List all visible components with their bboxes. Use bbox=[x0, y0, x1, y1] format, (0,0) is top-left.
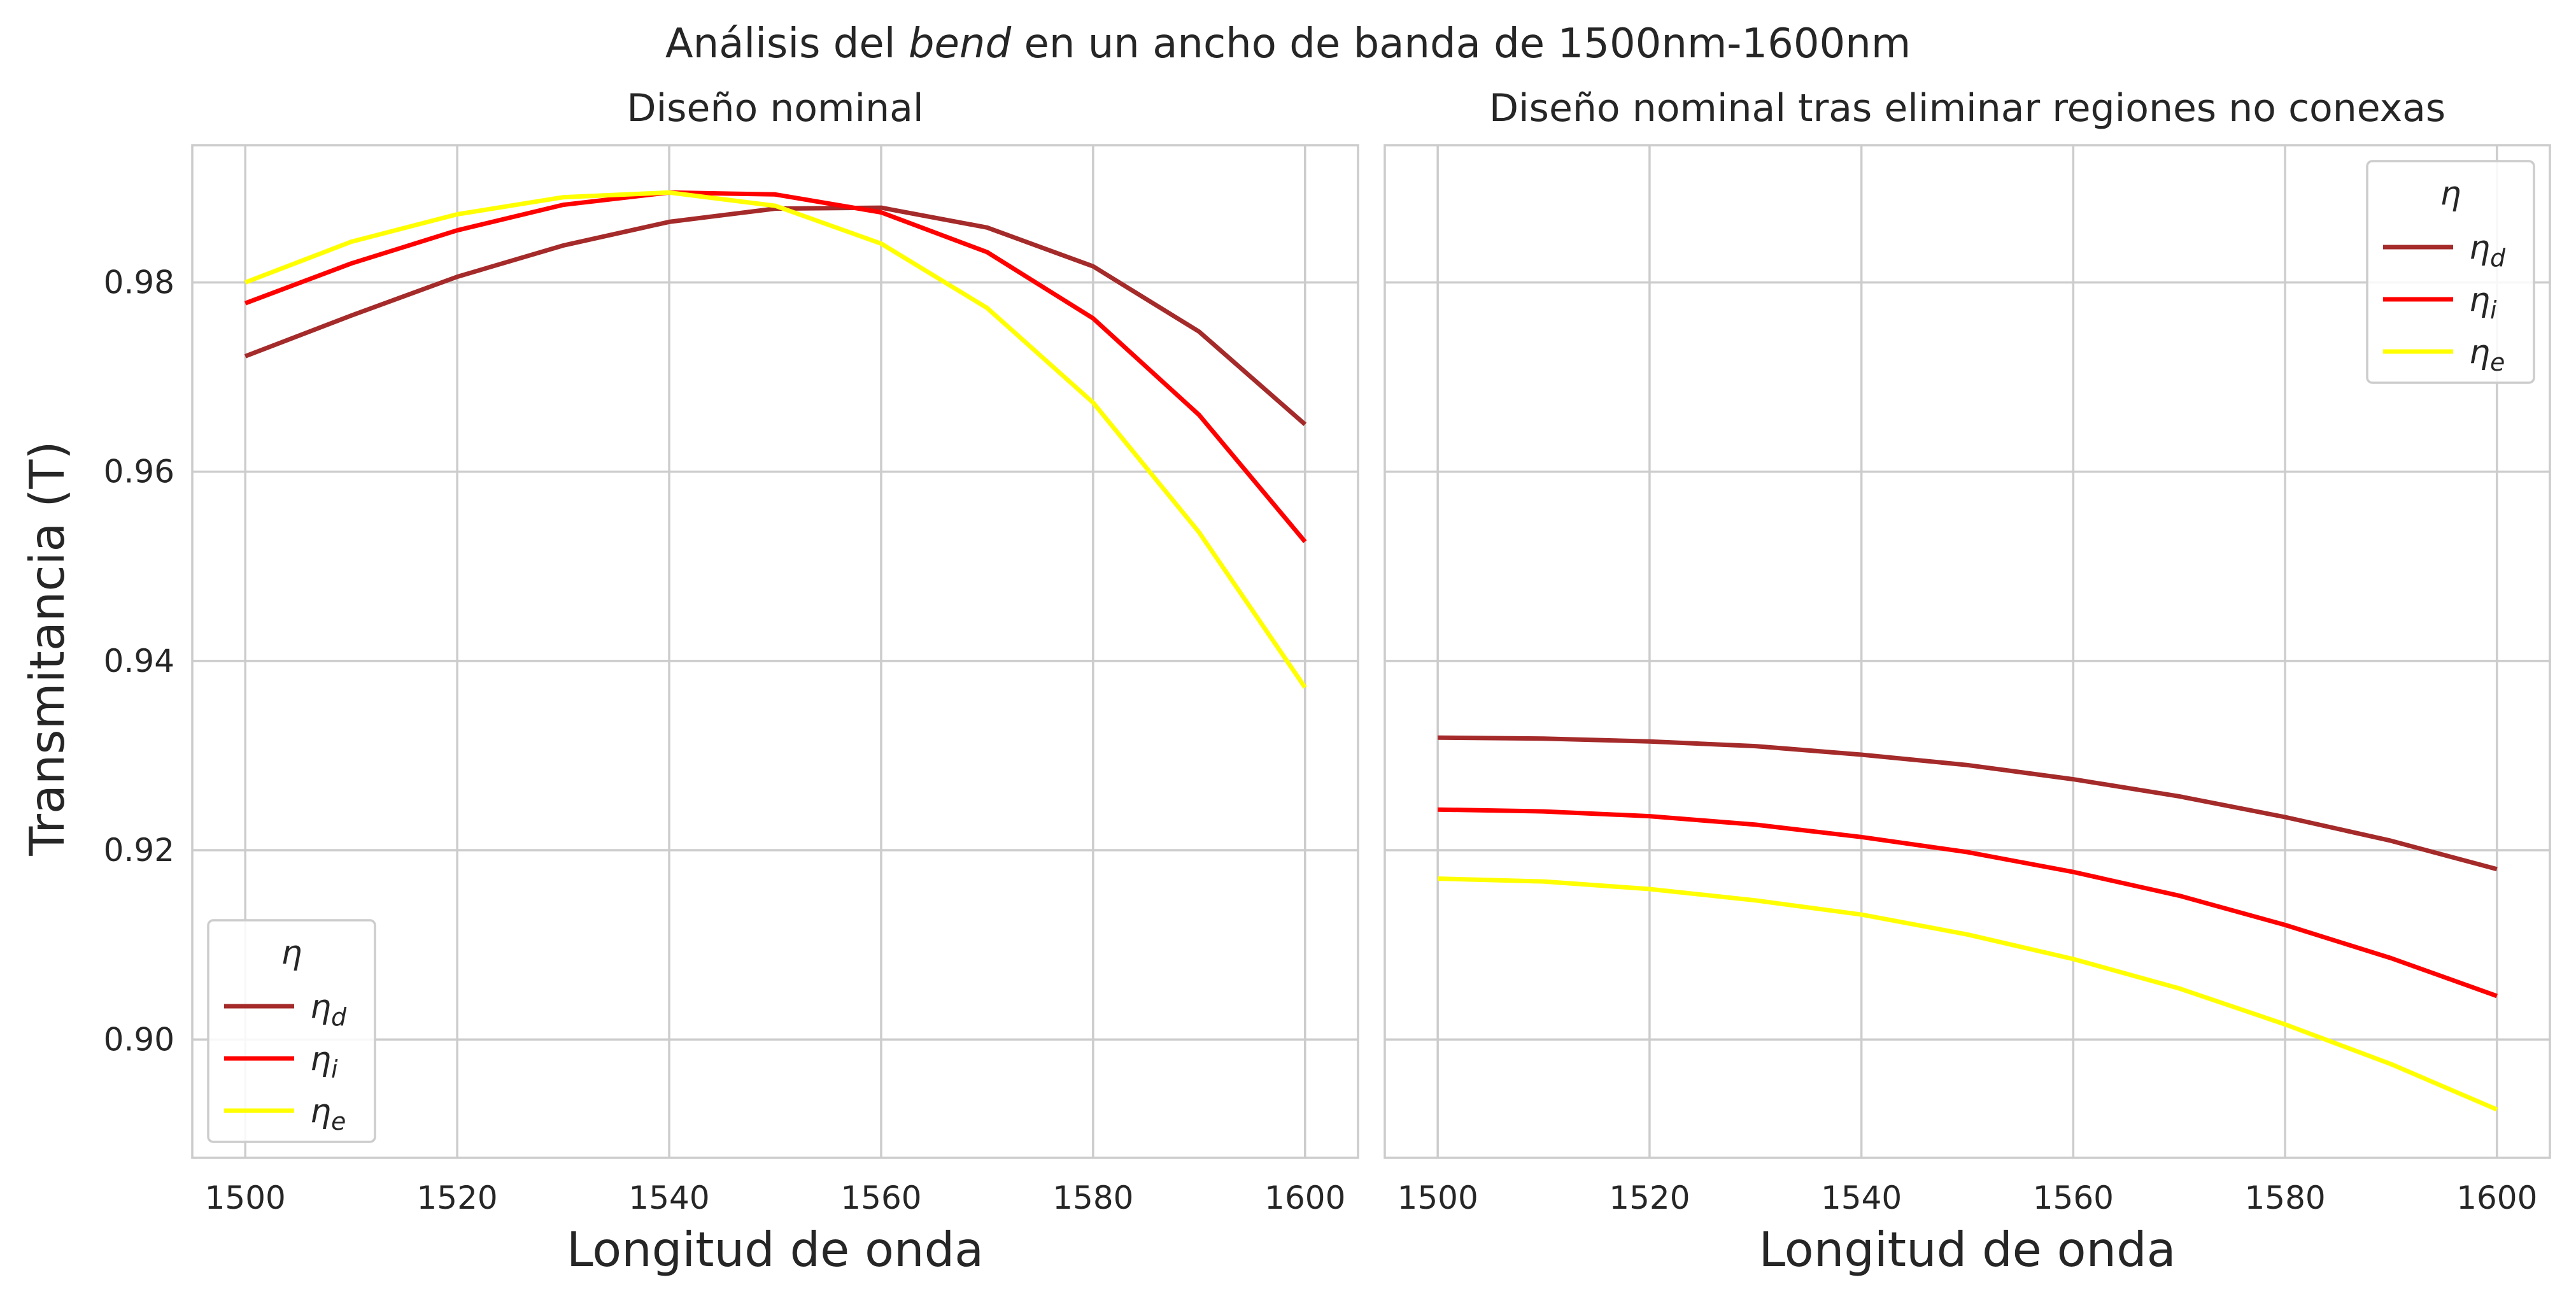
panel-nominal-ticks: 1500 1520 1540 1560 1580 1600 0.90 0.92 0.94 0.96… bbox=[104, 264, 1346, 1216]
panel-nominal-lines bbox=[244, 190, 1307, 689]
panel-nominal-grid bbox=[192, 145, 1358, 1158]
panel-pruned-xlabel: Longitud de onda bbox=[1759, 1221, 2176, 1278]
panel-nominal-title: Diseño nominal bbox=[626, 86, 923, 131]
figure-title-suffix: en un ancho de banda de 1500nm-1600nm bbox=[1011, 20, 1911, 68]
panel-nominal-xlabel: Longitud de onda bbox=[567, 1221, 984, 1278]
panel-nominal-xtick-label: 1580 bbox=[1052, 1179, 1133, 1216]
panel-pruned: 1500 1520 1540 1560 1580 1600 Diseño nominal … bbox=[1384, 86, 2551, 1278]
panel-nominal-ytick-label: 0.92 bbox=[104, 832, 174, 869]
panel-pruned-xtick-label: 1560 bbox=[2033, 1179, 2114, 1216]
panel-nominal-line-eta-i bbox=[244, 190, 1307, 543]
panel-nominal-xtick-label: 1520 bbox=[417, 1179, 498, 1216]
figure-title-prefix: Análisis del bbox=[665, 20, 909, 68]
panel-pruned-xtick-label: 1600 bbox=[2456, 1179, 2537, 1216]
panel-nominal-ytick-label: 0.96 bbox=[104, 453, 174, 490]
panel-pruned-frame bbox=[1384, 144, 2551, 1159]
panel-nominal-ytick-label: 0.94 bbox=[104, 643, 174, 680]
figure-title-italic: bend bbox=[909, 20, 1012, 68]
panel-pruned-xtick-label: 1520 bbox=[1609, 1179, 1690, 1216]
panel-nominal: 1500 1520 1540 1560 1580 1600 0.90 0.92 0.94 0.96… bbox=[104, 86, 1359, 1278]
panel-nominal-legend-box bbox=[207, 919, 376, 1143]
panel-pruned-title: Diseño nominal tras eliminar regiones no… bbox=[1489, 86, 2445, 131]
panel-nominal-line-eta-d bbox=[244, 205, 1307, 427]
panel-nominal-xtick-label: 1600 bbox=[1264, 1179, 1345, 1216]
panel-nominal-xtick-label: 1500 bbox=[205, 1179, 286, 1216]
panel-pruned-line-eta-d bbox=[1438, 735, 2498, 872]
panel-nominal-ytick-label: 0.90 bbox=[104, 1021, 174, 1058]
panel-nominal-xtick-label: 1560 bbox=[840, 1179, 921, 1216]
panel-pruned-grid bbox=[1385, 145, 2550, 1158]
panel-pruned-legend-title: η bbox=[2440, 174, 2461, 213]
panel-nominal-line-eta-e bbox=[244, 190, 1307, 689]
panel-nominal-legend-label-i: ηi bbox=[310, 1040, 338, 1083]
panel-nominal-ytick-label: 0.98 bbox=[104, 264, 174, 301]
panel-nominal-xtick-label: 1540 bbox=[628, 1179, 709, 1216]
panel-pruned-line-eta-e bbox=[1438, 876, 2498, 1112]
panel-pruned-xtick-label: 1580 bbox=[2244, 1179, 2325, 1216]
panel-pruned-line-eta-i bbox=[1438, 807, 2498, 999]
panel-pruned-lines bbox=[1438, 735, 2498, 1112]
panel-pruned-ticks: 1500 1520 1540 1560 1580 1600 bbox=[1398, 1179, 2538, 1216]
panel-pruned-xtick-label: 1500 bbox=[1398, 1179, 1478, 1216]
figure-title: Análisis del bend en un ancho de banda d… bbox=[665, 20, 1911, 68]
panel-nominal-legend-title: η bbox=[281, 934, 302, 972]
panel-pruned-xtick-label: 1540 bbox=[1821, 1179, 1902, 1216]
panel-nominal-frame bbox=[191, 144, 1359, 1159]
panel-pruned-legend-box bbox=[2366, 160, 2535, 384]
figure-ylabel: Transmitancia (T) bbox=[19, 441, 75, 856]
